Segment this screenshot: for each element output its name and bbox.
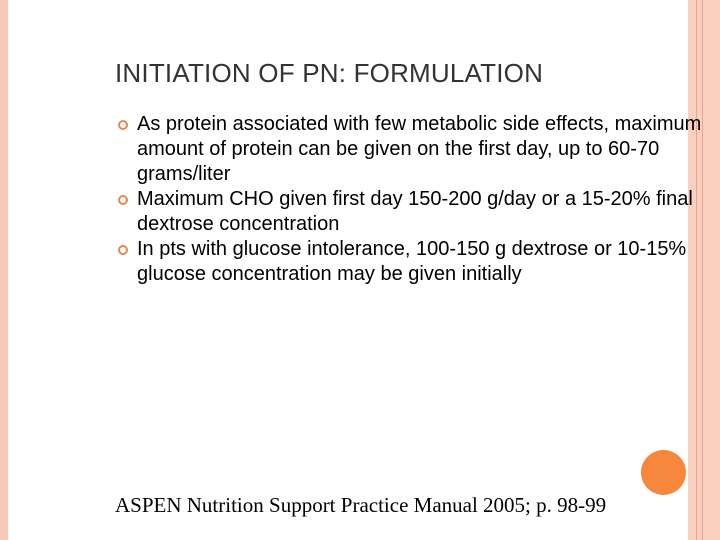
bullet-text: As protein associated with few metabolic… [137,113,702,185]
bullet-list: As protein associated with few metabolic… [116,112,716,287]
stripe-line [702,0,703,540]
bullet-text: Maximum CHO given first day 150-200 g/da… [137,188,693,235]
stripe-line [696,0,697,540]
bullet-text: In pts with glucose intolerance, 100-150… [137,238,687,285]
circle-bullet-icon [118,245,128,255]
orange-circle-decoration [641,450,686,495]
list-item: As protein associated with few metabolic… [116,112,716,187]
slide-title: INITIATION OF PN: FORMULATION [115,58,544,88]
circle-bullet-icon [118,120,128,130]
right-decorative-band [688,0,720,540]
list-item: In pts with glucose intolerance, 100-150… [116,237,716,287]
left-decorative-band [0,0,8,540]
circle-bullet-icon [118,195,128,205]
list-item: Maximum CHO given first day 150-200 g/da… [116,187,716,237]
citation: ASPEN Nutrition Support Practice Manual … [115,493,607,517]
